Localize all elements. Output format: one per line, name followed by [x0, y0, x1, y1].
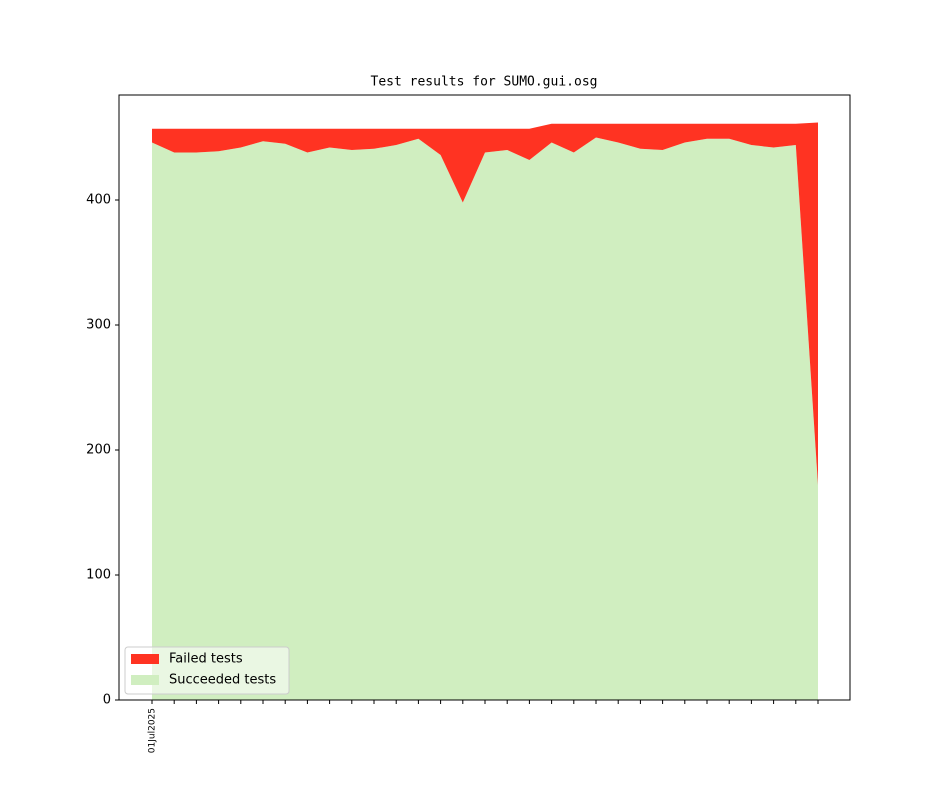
legend-label: Succeeded tests: [169, 673, 276, 688]
axes: 0 100 200 300 400 01Jul2025: [86, 193, 819, 753]
x-tick-label: 01Jul2025: [148, 708, 158, 753]
legend-box: [124, 646, 290, 695]
areas: [152, 122, 818, 700]
y-tick-label: 400: [86, 193, 111, 208]
plot-frame: [118, 94, 851, 701]
y-tick-label: 0: [103, 693, 111, 708]
legend-label: Failed tests: [169, 652, 243, 667]
legend-swatch: [131, 675, 159, 685]
legend: Failed tests Succeeded tests: [124, 646, 290, 695]
area: [152, 137, 818, 700]
legend-swatch: [131, 654, 159, 664]
y-tick-label: 200: [86, 443, 111, 458]
y-tick-label: 300: [86, 318, 111, 333]
chart-title: Test results for SUMO.gui.osg: [371, 75, 598, 90]
y-tick-label: 100: [86, 568, 111, 583]
